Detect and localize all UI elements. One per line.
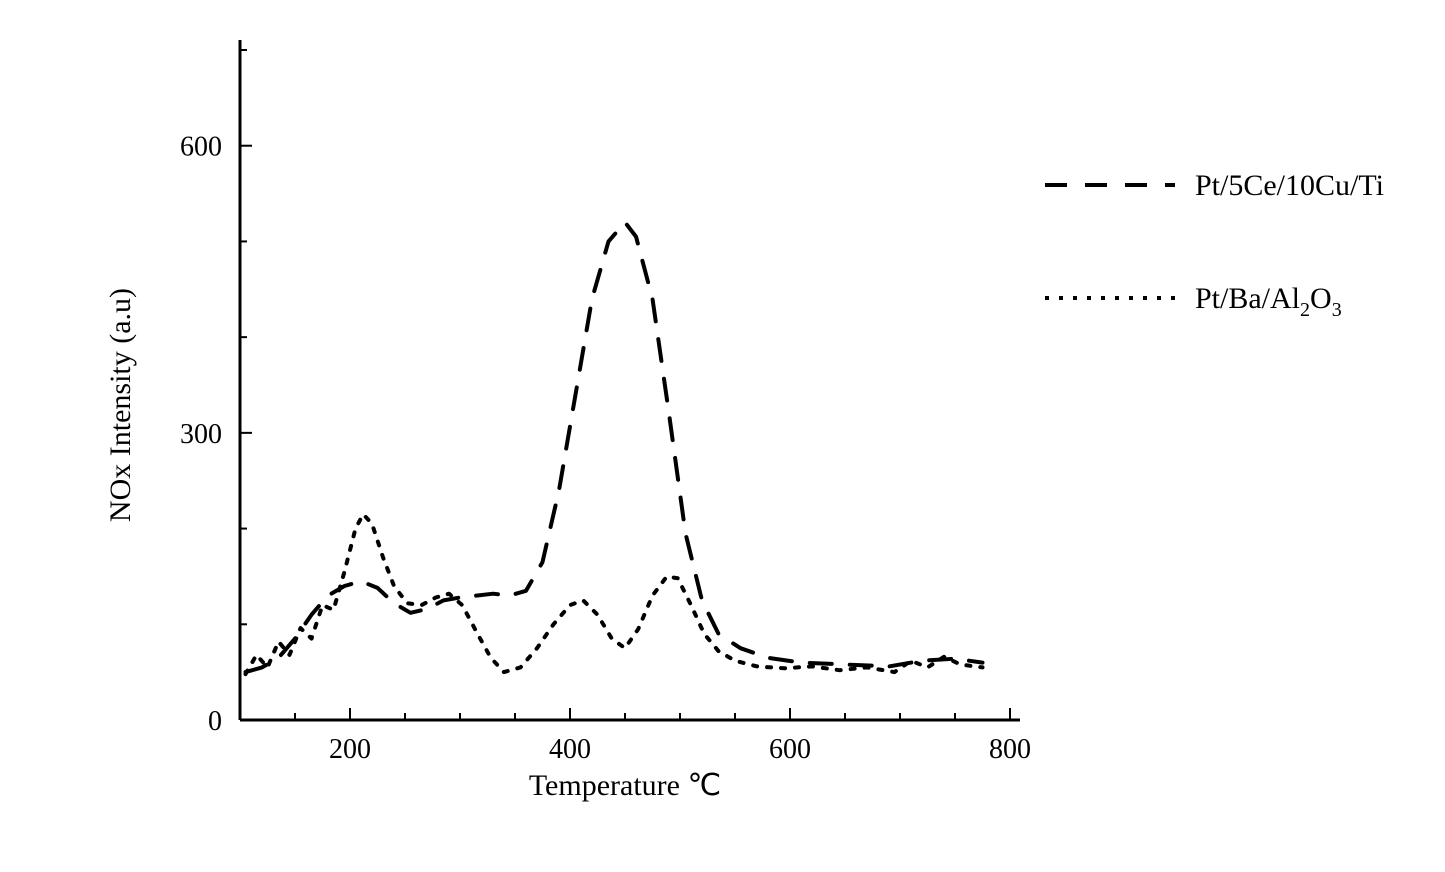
y-tick-label: 0 (208, 706, 222, 737)
chart-container: 200 400 600 800 0 300 600 Temperature ℃ NOx Inte… (60, 20, 1385, 852)
legend-label-s2: Pt/Ba/Al2O3 (1195, 282, 1342, 321)
x-axis-label: Temperature ℃ (529, 769, 721, 802)
y-tick-label: 300 (180, 419, 222, 450)
x-tick-label: 600 (769, 734, 811, 765)
y-axis-label: NOx Intensity (a.u) (104, 288, 137, 522)
x-tick-label: 200 (329, 734, 371, 765)
x-tick-label: 800 (989, 734, 1031, 765)
y-tick-label: 600 (180, 132, 222, 163)
x-tick-label: 400 (549, 734, 591, 765)
series-s1 (246, 222, 983, 672)
chart-svg: 200 400 600 800 0 300 600 Temperature ℃ NOx Inte… (60, 20, 1385, 852)
series-s2 (246, 514, 983, 674)
legend-label-s1: Pt/5Ce/10Cu/TiO2 (1195, 169, 1385, 208)
